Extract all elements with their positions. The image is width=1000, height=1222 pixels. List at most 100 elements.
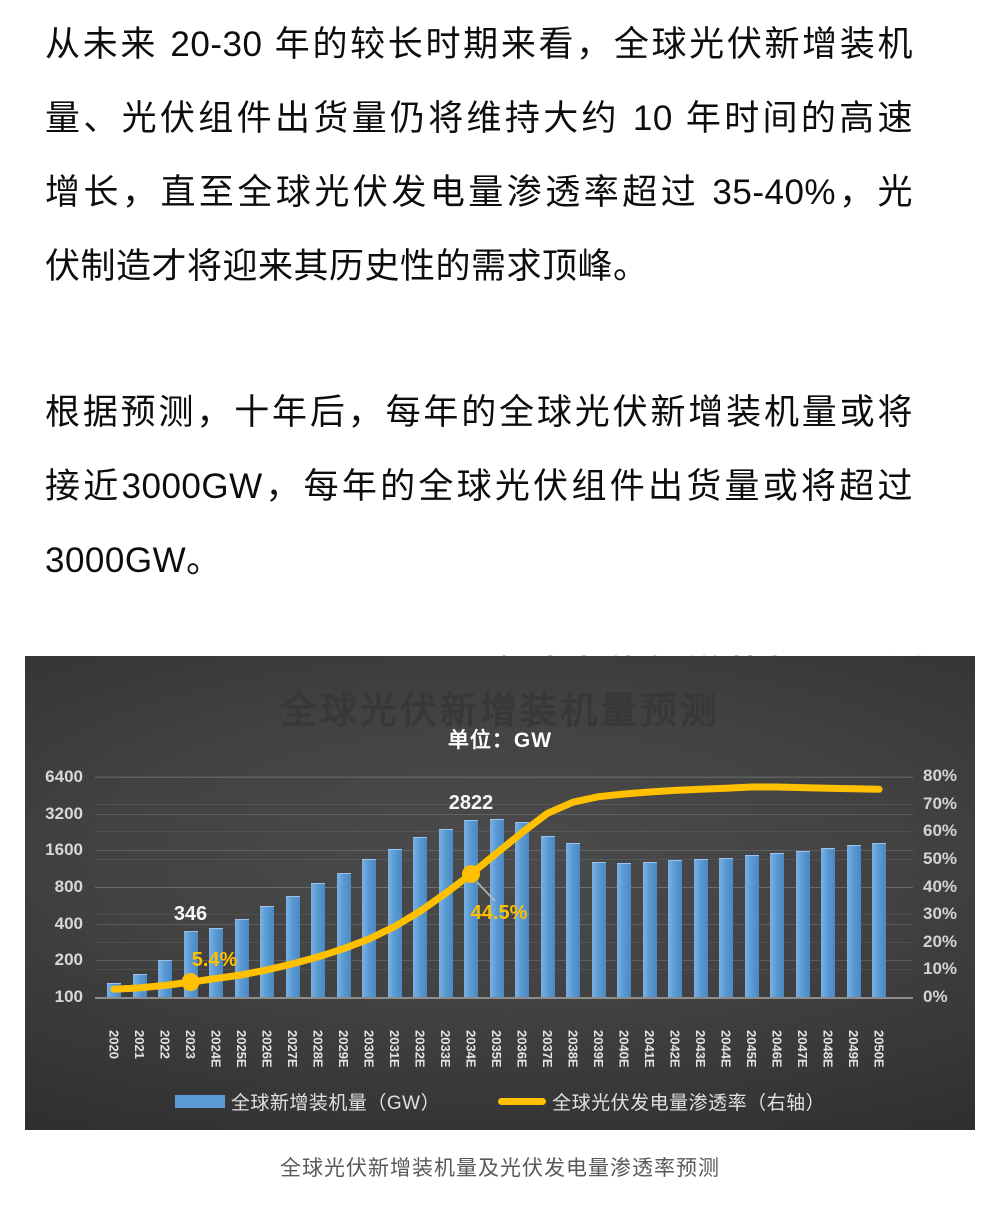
gridline-percent	[95, 831, 913, 833]
x-axis-label: 2047E	[794, 1030, 812, 1068]
x-axis-label-text: 2021	[132, 1030, 147, 1059]
x-axis-label-text: 2043E	[693, 1030, 708, 1068]
bar-2028E	[311, 883, 325, 997]
x-axis-label: 2036E	[513, 1030, 531, 1068]
x-axis-label-text: 2041E	[642, 1030, 657, 1068]
x-axis-label: 2020	[105, 1030, 123, 1059]
x-axis-label: 2033E	[437, 1030, 455, 1068]
gridline-gw	[95, 776, 913, 778]
line-marker-2034E	[462, 865, 480, 884]
bar-2034E	[464, 820, 478, 997]
x-axis-label-text: 2022	[157, 1030, 173, 1059]
right-axis-tick: 80%	[923, 766, 958, 785]
paragraph-line: 3000GW。	[45, 541, 222, 580]
right-axis-tick: 10%	[923, 959, 958, 979]
paragraph-line: 根据预测，十年后，每年的全球光伏新增装机量或将	[45, 393, 913, 432]
right-axis-tick: 70%	[923, 793, 958, 813]
bar-2037E	[540, 835, 555, 997]
x-axis-label: 2050E	[870, 1030, 888, 1068]
chart-legend: 全球新增装机量（GW） 全球光伏发电量渗透率（右轴）	[25, 1088, 975, 1115]
bar-2033E	[438, 828, 453, 997]
right-axis-tick: 60%	[923, 821, 958, 841]
right-axis-tick: 0%	[923, 987, 948, 1006]
x-axis-label-text: 2042E	[667, 1030, 683, 1068]
x-axis-label-text: 2036E	[514, 1030, 530, 1068]
x-axis-label-text: 2046E	[769, 1030, 785, 1068]
x-axis-label: 2049E	[845, 1030, 863, 1068]
x-axis-label: 2046E	[768, 1030, 786, 1068]
paragraph-line: 增长，直至全球光伏发电量渗透率超过 35-40%，光	[45, 173, 913, 212]
bar-2030E	[362, 859, 376, 997]
gridline-percent	[95, 858, 913, 860]
paragraph-line: 接近3000GW，每年的全球光伏组件出货量或将超过	[45, 467, 913, 506]
penetration-line-svg	[110, 783, 883, 993]
legend-label: 全球新增装机量（GW）	[230, 1093, 441, 1114]
legend-line-swatch	[498, 1098, 547, 1105]
bar-2047E	[795, 850, 810, 997]
x-axis-label: 2048E	[819, 1030, 837, 1068]
x-axis-label: 2043E	[692, 1030, 710, 1068]
data-label-5.4%: 5.4%	[191, 949, 238, 972]
x-axis-label: 2029E	[335, 1030, 353, 1068]
bar-2038E	[566, 843, 580, 997]
x-axis-label: 2040E	[615, 1030, 633, 1068]
x-axis-label: 2035E	[488, 1030, 506, 1068]
x-axis-label: 2027E	[284, 1030, 302, 1068]
legend-item: 全球光伏发电量渗透率（右轴）	[498, 1088, 825, 1115]
bar-2050E	[872, 843, 886, 997]
penetration-line	[110, 783, 883, 993]
x-axis-label-text: 2028E	[310, 1030, 326, 1068]
bar-2039E	[591, 862, 606, 997]
x-axis-label-text: 2047E	[795, 1030, 810, 1068]
right-axis-tick: 30%	[923, 904, 958, 924]
right-axis-tick: 20%	[923, 931, 958, 951]
right-axis-tick: 50%	[923, 848, 958, 868]
x-axis-label-text: 2030E	[361, 1030, 377, 1068]
x-axis-label-text: 2048E	[820, 1030, 836, 1068]
bar-2040E	[617, 862, 631, 997]
x-axis-label-text: 2050E	[871, 1030, 887, 1068]
x-axis-label: 2042E	[666, 1030, 684, 1068]
x-axis-label-text: 2037E	[540, 1030, 555, 1068]
data-label-346: 346	[173, 903, 208, 926]
legend-bar-swatch	[174, 1095, 225, 1108]
x-axis-label: 2037E	[539, 1030, 557, 1068]
gridline-gw	[95, 923, 913, 925]
x-axis-label: 2031E	[386, 1030, 404, 1068]
x-axis-label: 2038E	[564, 1030, 582, 1068]
bar-2042E	[668, 860, 682, 997]
paragraph-intro: 从未来 20-30 年的较长时期来看，全球光伏新增装机 量、光伏组件出货量仍将维持…	[45, 8, 913, 304]
gridline-gw	[95, 886, 913, 888]
x-axis-label-text: 2031E	[387, 1030, 402, 1068]
x-axis-label: 2021	[131, 1030, 149, 1059]
bar-2043E	[693, 859, 708, 997]
x-axis-label-text: 2038E	[565, 1030, 581, 1068]
gridline-gw	[95, 813, 913, 815]
chart-title: 全球光伏新增装机量预测	[280, 690, 720, 731]
bar-2041E	[642, 862, 657, 997]
chart-unit-subtitle: 单位：GW	[447, 729, 553, 752]
x-axis-label: 2028E	[309, 1030, 327, 1068]
left-axis-tick: 100	[54, 987, 83, 1006]
x-axis-label-text: 2029E	[336, 1030, 351, 1068]
x-axis-label-text: 2035E	[489, 1030, 504, 1068]
bar-2044E	[719, 857, 733, 997]
gridline-percent	[95, 776, 913, 777]
x-axis-label: 2024E	[207, 1030, 225, 1068]
gridline-percent	[95, 803, 913, 805]
x-axis-label-text: 2049E	[846, 1030, 861, 1068]
paragraph-line: 量、光伏组件出货量仍将维持大约 10 年时间的高速	[45, 99, 913, 138]
label-leader-line	[476, 881, 496, 902]
legend-item: 全球新增装机量（GW）	[174, 1088, 441, 1115]
left-axis-tick: 6400	[45, 766, 83, 786]
x-axis-label-text: 2033E	[438, 1030, 453, 1068]
data-label-2822: 2822	[448, 792, 494, 815]
gridline-percent	[95, 969, 913, 971]
x-axis-label-text: 2027E	[285, 1030, 300, 1068]
right-axis-tick: 40%	[923, 876, 958, 896]
bar-2026E	[260, 906, 274, 997]
gridline-percent	[95, 914, 913, 916]
bar-2036E	[515, 821, 529, 997]
x-axis-label-text: 2026E	[259, 1030, 275, 1068]
x-axis-label: 2032E	[411, 1030, 429, 1068]
